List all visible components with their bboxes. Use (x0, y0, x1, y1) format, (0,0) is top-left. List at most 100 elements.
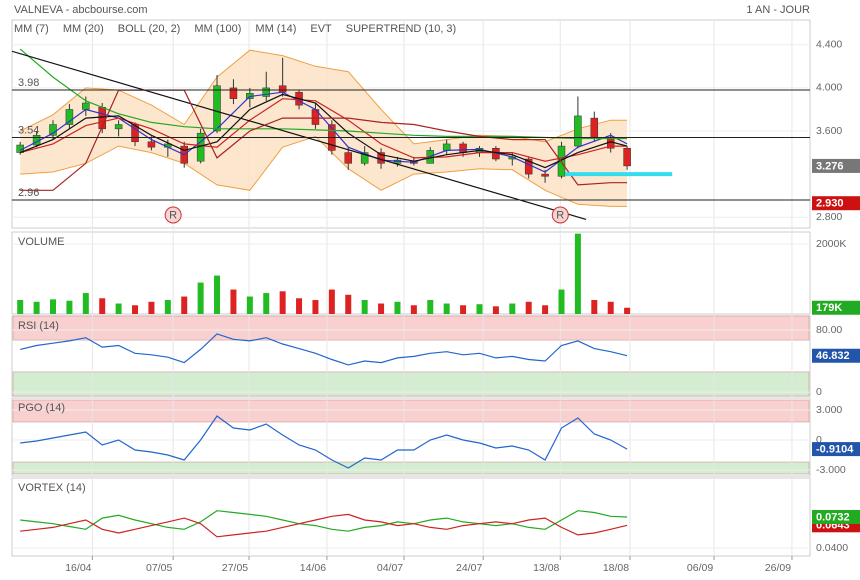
y-tick-label: 2.800 (816, 211, 842, 223)
x-tick-label: 07/05 (146, 562, 172, 574)
volume-bar (246, 296, 253, 314)
value-badge-label: 2.930 (816, 198, 844, 210)
candle-body (590, 117, 599, 138)
volume-bar (279, 291, 286, 314)
candle-body (459, 143, 467, 153)
legend-entry: MM (14) (255, 23, 296, 35)
volume-bar (525, 301, 532, 314)
event-marker-label: R (556, 209, 564, 221)
y-tick-label: 0.0400 (816, 542, 848, 554)
volume-bar (345, 294, 352, 314)
event-marker-label: R (169, 209, 177, 221)
volume-bar (328, 289, 335, 314)
volume-bar (66, 300, 73, 314)
legend-entry: MM (7) (14, 23, 49, 35)
volume-bar (558, 289, 565, 314)
event-marker (551, 206, 569, 224)
candle-body (82, 102, 90, 110)
panel-frame (11, 477, 811, 557)
volume-bar (164, 300, 171, 314)
candle-body (262, 87, 270, 97)
indicator-line (12, 50, 587, 220)
legend-entry: EVT (310, 23, 332, 35)
value-badge (812, 348, 860, 363)
candle-body (360, 152, 369, 164)
boll-upper (19, 49, 628, 145)
value-badge-label: 46.832 (816, 350, 850, 362)
panel-title: PGO (14) (18, 402, 65, 414)
y-tick-label: -3.000 (816, 464, 846, 476)
candle-body (65, 109, 74, 125)
volume-bar (542, 305, 549, 314)
oscillator-line (20, 415, 628, 469)
y-tick-label: 0 (816, 386, 822, 398)
legend-entry: MM (100) (194, 23, 241, 35)
event-marker (164, 206, 182, 224)
value-badge (812, 158, 860, 173)
volume-bar (115, 303, 122, 314)
x-tick-label: 14/06 (300, 562, 326, 574)
legend-entry: MM (20) (63, 23, 104, 35)
value-badge-label: -0.9104 (816, 444, 854, 456)
indicator-line (19, 91, 628, 173)
candle-body (344, 152, 353, 164)
volume-bar (99, 298, 106, 314)
volume-bar (132, 305, 139, 314)
legend-entry: BOLL (20, 2) (118, 23, 181, 35)
value-badge (812, 300, 860, 315)
y-tick-label: 4.400 (816, 39, 842, 51)
y-tick-label: 4.000 (816, 82, 842, 94)
volume-bar (394, 301, 401, 314)
level-label: 3.54 (18, 124, 39, 136)
volume-bar (591, 300, 598, 314)
volume-bar (82, 293, 89, 314)
volume-bar (509, 303, 516, 314)
x-tick-label: 26/09 (765, 562, 791, 574)
volume-bar (624, 307, 631, 314)
volume-bar (312, 300, 319, 314)
panel-frame (11, 19, 811, 229)
volume-bar (33, 301, 40, 314)
y-tick-label: 2000K (816, 238, 846, 250)
panel-title: VOLUME (18, 236, 64, 248)
value-badge (812, 196, 860, 211)
value-badge-label: 179K (816, 302, 842, 314)
vortex-line (20, 510, 628, 532)
x-tick-label: 27/05 (222, 562, 248, 574)
y-tick-label: 80.00 (816, 324, 842, 336)
volume-bar (197, 282, 204, 314)
volume-bar (296, 298, 303, 314)
y-tick-label: 3.600 (816, 125, 842, 137)
volume-bar (181, 296, 188, 314)
panel-title: VORTEX (14) (18, 482, 86, 494)
x-tick-label: 24/07 (456, 562, 482, 574)
candle-body (131, 124, 139, 143)
candle-body (278, 85, 287, 93)
volume-bar (263, 293, 270, 314)
candle-body (442, 143, 451, 151)
volume-bar (443, 303, 450, 314)
value-badge-label: 3.276 (816, 160, 844, 172)
y-tick-label: 0 (816, 434, 822, 446)
boll-band (20, 50, 628, 207)
volume-bar (492, 306, 499, 314)
candle-body (213, 85, 221, 132)
volume-bar (476, 304, 483, 314)
price-plot (12, 48, 631, 220)
x-tick-label: 06/09 (687, 562, 713, 574)
legend-entry: SUPERTREND (10, 3) (346, 23, 456, 35)
volume-bar (607, 301, 614, 314)
volume-bar (574, 233, 581, 314)
x-tick-label: 04/07 (377, 562, 403, 574)
candle-body (114, 124, 123, 130)
candle-body (623, 147, 631, 167)
value-badge-label: 0.0732 (816, 511, 850, 523)
panel-frame (11, 397, 811, 477)
candle-body (147, 141, 156, 148)
volume-bar (378, 303, 385, 314)
candle-body (574, 115, 582, 147)
volume-bar (230, 289, 237, 314)
y-tick-label: 3.000 (816, 404, 842, 416)
value-badge (812, 510, 860, 524)
